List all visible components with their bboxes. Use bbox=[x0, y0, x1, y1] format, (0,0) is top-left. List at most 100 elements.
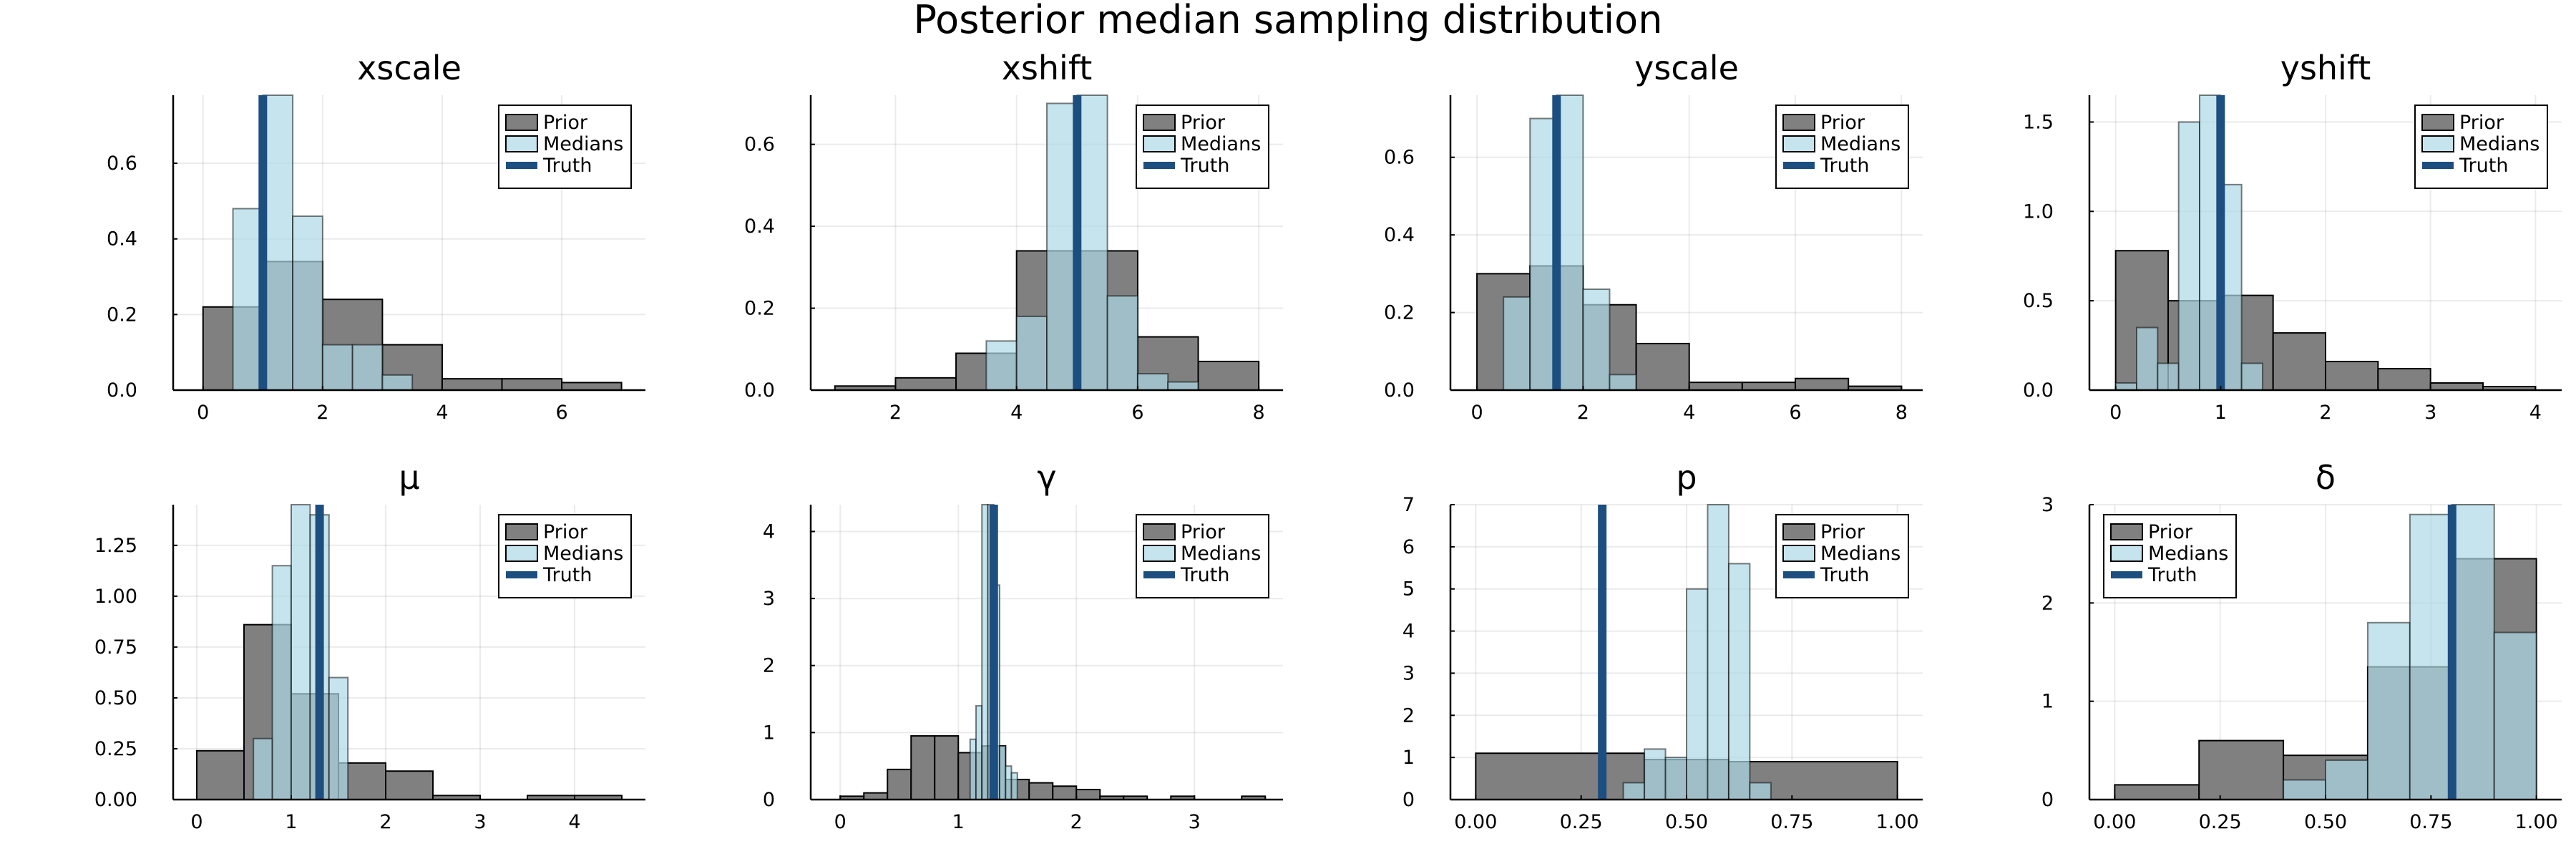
medians-bar bbox=[981, 504, 989, 800]
legend-label: Truth bbox=[1820, 155, 1869, 177]
prior-bar bbox=[2377, 368, 2431, 392]
prior-bar bbox=[1075, 788, 1101, 801]
medians-bar bbox=[262, 94, 294, 391]
prior-bar bbox=[2429, 382, 2484, 392]
panel-5: μ 0 1 2 3 4 0.00 0.25 0.50 0.75 1.00 1.25 PriorMedia… bbox=[94, 458, 645, 833]
legend-swatch-medians bbox=[505, 545, 538, 562]
legend-label: Truth bbox=[2147, 564, 2197, 586]
prior-bar bbox=[1741, 382, 1797, 392]
y-tick-label: 0.25 bbox=[94, 738, 137, 760]
legend-label: Prior bbox=[1181, 112, 1226, 134]
prior-bar bbox=[894, 377, 957, 391]
panel-title: xscale bbox=[357, 49, 462, 87]
legend-label: Medians bbox=[1820, 133, 1901, 155]
prior-bar bbox=[1052, 785, 1078, 800]
panel-title: xshift bbox=[1002, 49, 1093, 87]
y-tick-label: 1.5 bbox=[2023, 111, 2054, 133]
y-tick-label: 1 bbox=[2041, 691, 2054, 713]
medians-bar bbox=[1005, 765, 1013, 800]
x-tick-label: 1.00 bbox=[2515, 811, 2558, 833]
medians-bar bbox=[328, 676, 349, 800]
y-tick-label: 0.5 bbox=[2023, 290, 2054, 312]
medians-bar bbox=[2136, 326, 2159, 391]
medians-bar bbox=[321, 344, 353, 392]
x-tick-label: 8 bbox=[1253, 402, 1265, 424]
medians-bar bbox=[1664, 757, 1687, 800]
panel-title: γ bbox=[1037, 458, 1056, 497]
prior-bar bbox=[863, 792, 889, 800]
x-tick-label: 2 bbox=[379, 811, 391, 833]
y-tick-label: 0.4 bbox=[1384, 224, 1415, 246]
y-tick-label: 1.25 bbox=[94, 535, 137, 557]
medians-bar bbox=[291, 504, 311, 800]
prior-bar bbox=[934, 735, 960, 800]
medians-bar bbox=[351, 344, 384, 392]
medians-bar bbox=[1136, 373, 1169, 391]
y-tick-label: 6 bbox=[1402, 536, 1415, 558]
medians-bar bbox=[1622, 782, 1646, 801]
legend-swatch-medians bbox=[1143, 545, 1176, 562]
legend-swatch-prior bbox=[1143, 523, 1176, 540]
panel-8: δ 0.00 0.25 0.50 0.75 1.00 0 1 2 3 PriorMediansTru… bbox=[2041, 458, 2562, 833]
x-tick-label: 1.00 bbox=[1876, 811, 1919, 833]
y-tick-label: 7 bbox=[1402, 494, 1415, 516]
legend-swatch-medians bbox=[1782, 545, 1815, 562]
legend-label: Medians bbox=[1181, 543, 1261, 565]
prior-bar bbox=[196, 749, 245, 800]
y-tick-label: 0.4 bbox=[744, 215, 775, 238]
legend-swatch-medians bbox=[2421, 135, 2454, 152]
medians-bar bbox=[1582, 288, 1611, 392]
panel-title: yshift bbox=[2280, 49, 2371, 87]
y-tick-label: 0.6 bbox=[1384, 147, 1415, 169]
y-tick-label: 1.0 bbox=[2023, 200, 2054, 223]
legend-label: Prior bbox=[2459, 112, 2504, 134]
y-tick-label: 2 bbox=[1402, 704, 1415, 727]
y-tick-label: 0.75 bbox=[94, 636, 137, 659]
y-tick-label: 3 bbox=[1402, 662, 1415, 684]
y-tick-label: 2 bbox=[763, 655, 775, 677]
legend-label: Medians bbox=[2459, 133, 2540, 155]
legend-label: Truth bbox=[1180, 564, 1229, 586]
prior-bar bbox=[910, 735, 936, 800]
x-tick-label: 2 bbox=[2319, 402, 2331, 424]
medians-bar bbox=[1046, 102, 1078, 391]
x-tick-label: 3 bbox=[1189, 811, 1201, 833]
x-tick-label: 0.00 bbox=[2093, 811, 2136, 833]
x-tick-label: 6 bbox=[1131, 402, 1143, 424]
y-tick-label: 0.0 bbox=[2023, 379, 2054, 402]
panel-title: δ bbox=[2316, 458, 2336, 497]
x-tick-label: 0 bbox=[190, 811, 203, 833]
y-tick-label: 0 bbox=[1402, 789, 1415, 811]
x-tick-label: 0.50 bbox=[1665, 811, 1708, 833]
medians-bar bbox=[2283, 779, 2327, 800]
y-tick-label: 0.2 bbox=[107, 304, 137, 326]
prior-bar bbox=[2272, 332, 2327, 391]
legend-label: Prior bbox=[1820, 112, 1865, 134]
prior-bar bbox=[561, 382, 623, 392]
y-tick-label: 0.6 bbox=[107, 152, 137, 175]
y-tick-label: 4 bbox=[763, 520, 775, 543]
medians-bar bbox=[2409, 513, 2453, 800]
medians-bar bbox=[1106, 295, 1138, 391]
legend-swatch-prior bbox=[505, 523, 538, 540]
x-tick-label: 2 bbox=[1577, 402, 1589, 424]
prior-bar bbox=[1635, 342, 1690, 391]
y-tick-label: 0 bbox=[2041, 789, 2054, 811]
y-tick-label: 0.0 bbox=[744, 379, 775, 402]
y-tick-label: 0.2 bbox=[1384, 302, 1415, 324]
legend-swatch-medians bbox=[1143, 135, 1176, 152]
y-tick-label: 5 bbox=[1402, 578, 1415, 601]
y-tick-label: 0.4 bbox=[107, 228, 137, 251]
medians-bar bbox=[969, 738, 977, 801]
x-tick-label: 0 bbox=[197, 402, 209, 424]
x-tick-label: 3 bbox=[474, 811, 486, 833]
panel-title: μ bbox=[399, 458, 419, 497]
medians-bar bbox=[975, 704, 983, 801]
medians-bar bbox=[1727, 563, 1751, 801]
prior-bar bbox=[441, 378, 503, 392]
x-tick-label: 0 bbox=[1470, 402, 1483, 424]
